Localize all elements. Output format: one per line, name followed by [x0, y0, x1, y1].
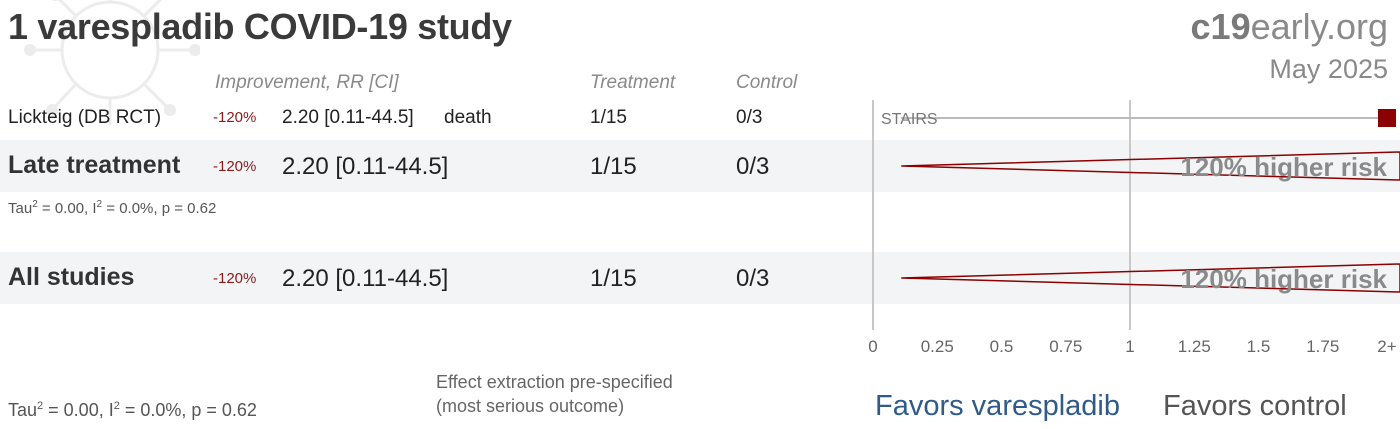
favors-treatment-label: Favors varespladib — [875, 390, 1120, 422]
x-tick-label: 2+ — [1377, 337, 1396, 356]
late-treatment-heterogeneity: Tau2 = 0.00, I2 = 0.0%, p = 0.62 — [8, 199, 217, 217]
study-control: 0/3 — [736, 107, 763, 128]
late-treatment-rr-ci: 2.20 [0.11-44.5] — [282, 153, 449, 180]
late-treatment-risk-label: 120% higher risk — [1180, 152, 1387, 182]
study-outcome: death — [444, 107, 492, 128]
late-treatment-band — [0, 140, 1400, 192]
all-studies-treatment: 1/15 — [590, 265, 637, 292]
x-tick-label: 1.75 — [1306, 337, 1339, 356]
late-treatment-label: Late treatment — [8, 151, 181, 179]
x-tick-label: 1.5 — [1247, 337, 1271, 356]
x-tick-label: 0.25 — [921, 337, 954, 356]
report-date: May 2025 — [1269, 54, 1388, 84]
column-header-improvement: Improvement, RR [CI] — [215, 72, 399, 93]
column-header-control: Control — [736, 72, 798, 93]
extraction-note-line2: (most serious outcome) — [436, 396, 625, 416]
brand-logo[interactable]: c19early.org — [1191, 6, 1388, 48]
virus-background-icon — [24, 0, 200, 125]
all-studies-diamond — [901, 263, 1400, 293]
x-tick-label: 0 — [868, 337, 877, 356]
extraction-note-line1: Effect extraction pre-specified — [436, 372, 673, 392]
all-studies-control: 0/3 — [736, 265, 770, 292]
late-treatment-diamond — [901, 151, 1400, 181]
overall-heterogeneity: Tau2 = 0.00, I2 = 0.0%, p = 0.62 — [8, 400, 257, 420]
page-title: 1 varespladib COVID-19 study — [8, 6, 512, 47]
extraction-note: Effect extraction pre-specified (most se… — [436, 370, 756, 418]
late-treatment-control: 0/3 — [736, 153, 770, 180]
study-name[interactable]: Lickteig (DB RCT) — [8, 107, 162, 128]
study-treatment: 1/15 — [590, 107, 627, 128]
all-studies-rr-ci: 2.20 [0.11-44.5] — [282, 265, 449, 292]
study-effect-square — [1378, 109, 1396, 127]
x-tick-label: 0.5 — [990, 337, 1014, 356]
brand-suffix: early.org — [1250, 6, 1388, 47]
brand-prefix: c19 — [1190, 6, 1251, 47]
study-improvement: -120% — [213, 109, 257, 126]
x-tick-label: 0.75 — [1049, 337, 1082, 356]
late-treatment-improvement: -120% — [213, 158, 257, 175]
x-tick-label: 1 — [1125, 337, 1134, 356]
favors-control-label: Favors control — [1163, 390, 1347, 422]
all-studies-band — [0, 252, 1400, 304]
study-rr-ci: 2.20 [0.11-44.5] — [282, 107, 414, 128]
late-treatment-treatment: 1/15 — [590, 153, 637, 180]
study-label: STAIRS — [881, 111, 938, 128]
all-studies-improvement: -120% — [213, 270, 257, 287]
x-tick-label: 1.25 — [1178, 337, 1211, 356]
all-studies-risk-label: 120% higher risk — [1180, 264, 1387, 294]
column-header-treatment: Treatment — [590, 72, 676, 93]
all-studies-label: All studies — [8, 263, 135, 291]
